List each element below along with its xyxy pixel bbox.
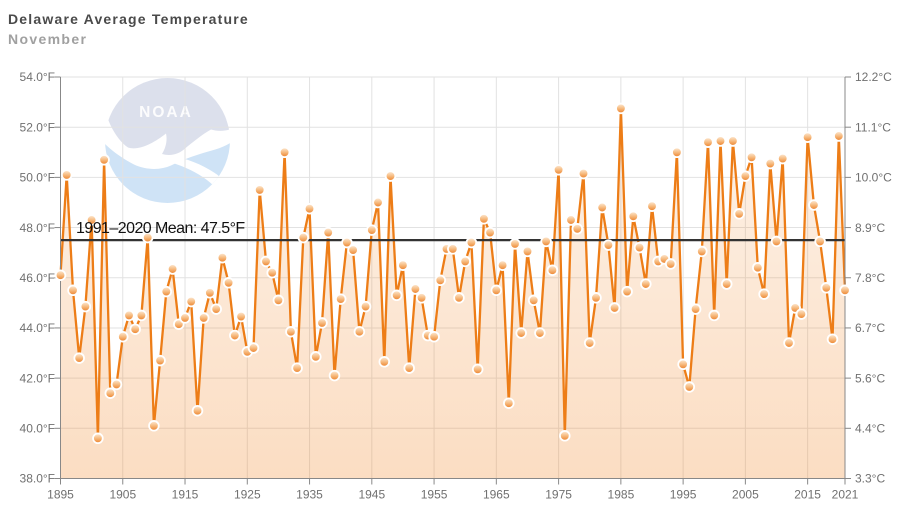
svg-text:1935: 1935	[296, 488, 323, 502]
svg-text:2015: 2015	[794, 488, 821, 502]
svg-text:1975: 1975	[545, 488, 572, 502]
svg-text:6.7°C: 6.7°C	[855, 321, 885, 335]
svg-text:1995: 1995	[670, 488, 697, 502]
svg-text:42.0°F: 42.0°F	[20, 371, 55, 385]
svg-text:2005: 2005	[732, 488, 759, 502]
svg-text:50.0°F: 50.0°F	[20, 171, 55, 185]
svg-text:1955: 1955	[421, 488, 448, 502]
svg-text:2021: 2021	[832, 488, 859, 502]
svg-text:40.0°F: 40.0°F	[20, 422, 55, 436]
svg-text:1895: 1895	[47, 488, 74, 502]
svg-text:NOAA: NOAA	[139, 104, 193, 121]
svg-text:11.1°C: 11.1°C	[855, 120, 891, 134]
svg-text:1915: 1915	[172, 488, 199, 502]
svg-text:1991–2020 Mean: 47.5°F: 1991–2020 Mean: 47.5°F	[76, 220, 245, 237]
svg-text:8.9°C: 8.9°C	[855, 221, 885, 235]
svg-text:4.4°C: 4.4°C	[855, 422, 885, 436]
svg-text:1945: 1945	[358, 488, 385, 502]
svg-text:7.8°C: 7.8°C	[855, 271, 885, 285]
svg-text:1985: 1985	[608, 488, 635, 502]
svg-text:44.0°F: 44.0°F	[20, 321, 55, 335]
svg-text:38.0°F: 38.0°F	[20, 472, 55, 486]
svg-text:1925: 1925	[234, 488, 261, 502]
svg-text:3.3°C: 3.3°C	[855, 472, 885, 486]
svg-text:54.0°F: 54.0°F	[20, 70, 55, 84]
svg-text:48.0°F: 48.0°F	[20, 221, 55, 235]
svg-text:1965: 1965	[483, 488, 510, 502]
svg-text:10.0°C: 10.0°C	[855, 171, 892, 185]
svg-text:12.2°C: 12.2°C	[855, 70, 892, 84]
svg-text:52.0°F: 52.0°F	[20, 120, 55, 134]
svg-text:5.6°C: 5.6°C	[855, 371, 885, 385]
svg-text:1905: 1905	[109, 488, 136, 502]
svg-text:46.0°F: 46.0°F	[20, 271, 55, 285]
